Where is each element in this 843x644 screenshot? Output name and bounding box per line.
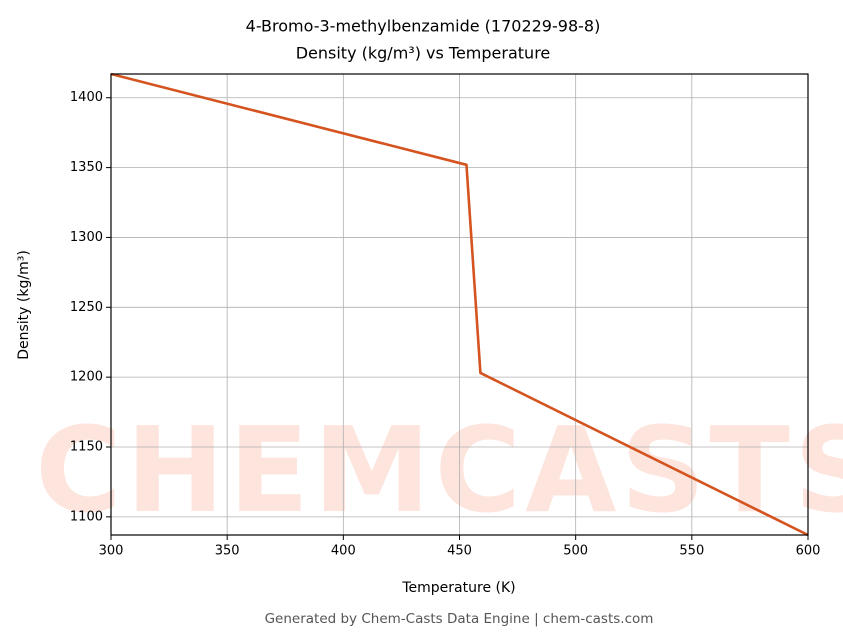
y-tick-label: 1350 [70, 160, 103, 175]
x-tick-label: 600 [796, 544, 821, 559]
chart-subtitle: Density (kg/m³) vs Temperature [296, 44, 551, 63]
y-tick-label: 1250 [70, 300, 103, 315]
watermark: CHEMCASTS [35, 401, 843, 539]
y-tick-label: 1400 [70, 90, 103, 105]
plot-frame [110, 73, 809, 536]
x-tick-label: 350 [215, 544, 240, 559]
x-tick-label: 300 [99, 544, 124, 559]
x-tick-label: 400 [331, 544, 356, 559]
y-tick-label: 1150 [70, 439, 103, 454]
x-tick-label: 450 [447, 544, 472, 559]
y-tick-label: 1300 [70, 230, 103, 245]
y-axis-label: Density (kg/m³) [16, 250, 32, 360]
x-tick-label: 550 [679, 544, 704, 559]
y-tick-label: 1200 [70, 370, 103, 385]
footer: Generated by Chem-Casts Data Engine | ch… [265, 611, 654, 627]
x-tick-label: 500 [563, 544, 588, 559]
data-line [110, 72, 809, 537]
chart-title: 4-Bromo-3-methylbenzamide (170229-98-8) [246, 17, 601, 36]
y-tick-label: 1100 [70, 509, 103, 524]
x-axis-label: Temperature (K) [401, 580, 515, 596]
